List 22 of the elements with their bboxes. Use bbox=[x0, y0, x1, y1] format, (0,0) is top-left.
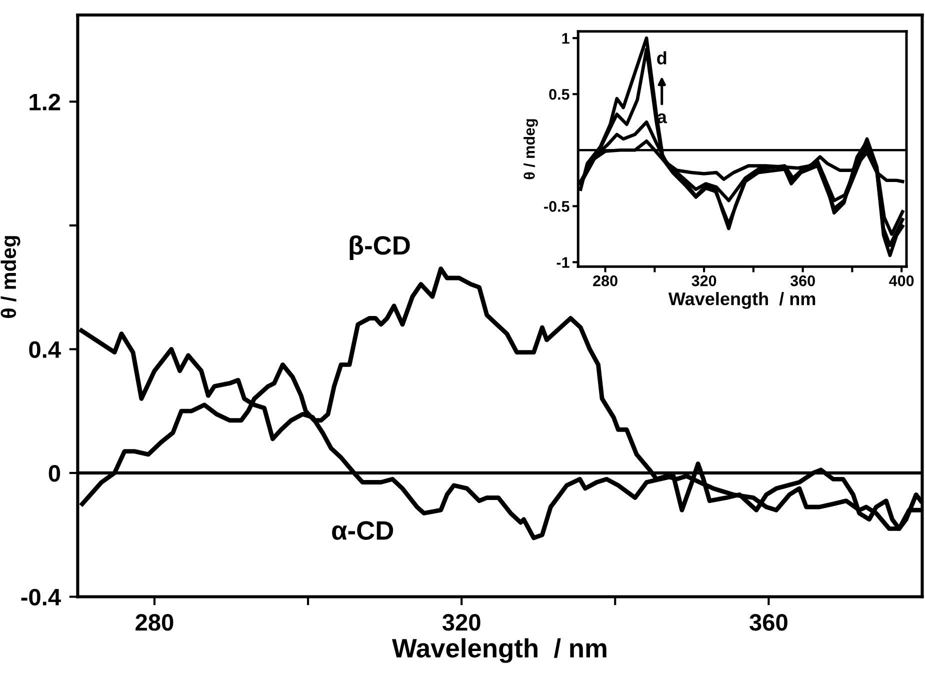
y-tick-label: 0.5 bbox=[549, 88, 570, 100]
annotation: d bbox=[657, 51, 666, 64]
y-tick-label: -0.5 bbox=[544, 201, 570, 212]
y-tick-label: 1 bbox=[562, 33, 570, 44]
x-axis-title: Wavelength / nm bbox=[668, 292, 816, 309]
x-tick-label: 320 bbox=[692, 275, 716, 286]
x-tick-label: 280 bbox=[593, 275, 618, 286]
y-tick-label: -0.4 bbox=[21, 588, 61, 606]
x-tick-label: 360 bbox=[790, 275, 815, 286]
x-tick-label: 360 bbox=[750, 614, 788, 631]
y-tick-label: 0 bbox=[48, 465, 60, 482]
annotation: α-CD bbox=[332, 521, 394, 540]
y-axis-title: θ / mdeg bbox=[0, 236, 20, 318]
x-tick-label: 320 bbox=[442, 614, 480, 631]
annotation: β-CD bbox=[350, 235, 410, 260]
y-tick-label: 0.4 bbox=[29, 341, 61, 358]
x-tick-label: 280 bbox=[136, 614, 174, 631]
x-tick-label: 400 bbox=[889, 275, 914, 286]
y-tick-label: 1.2 bbox=[30, 94, 60, 110]
y-axis-title: θ / mdeg bbox=[524, 119, 538, 180]
y-tick-label: -1 bbox=[556, 257, 570, 268]
x-axis-title: Wavelength / nm bbox=[392, 638, 606, 663]
